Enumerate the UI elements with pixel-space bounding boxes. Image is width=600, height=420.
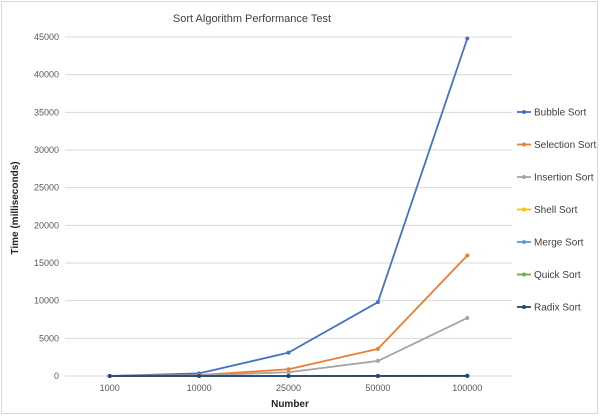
legend-label: Merge Sort xyxy=(534,238,584,249)
legend-marker xyxy=(522,110,526,114)
line-chart: Sort Algorithm Performance Test 0 5000 100… xyxy=(2,2,599,415)
legend-item: Shell Sort xyxy=(517,205,578,216)
y-tick-label: 45000 xyxy=(34,32,59,42)
y-tick-label: 30000 xyxy=(34,145,59,155)
y-tick-label: 40000 xyxy=(34,70,59,80)
legend-item: Radix Sort xyxy=(517,303,581,314)
x-axis-tick-labels: 1000 10000 25000 50000 100000 xyxy=(100,383,483,393)
legend-item: Bubble Sort xyxy=(517,108,586,119)
data-point xyxy=(465,374,469,378)
data-point xyxy=(287,374,291,378)
data-point xyxy=(376,359,380,363)
legend-marker xyxy=(522,208,526,212)
series-selection-sort xyxy=(108,253,470,378)
legend-item: Quick Sort xyxy=(517,270,581,281)
data-point xyxy=(376,300,380,304)
legend-label: Insertion Sort xyxy=(534,173,594,184)
legend-marker xyxy=(522,143,526,147)
x-tick-label: 10000 xyxy=(187,383,212,393)
legend-marker xyxy=(522,175,526,179)
y-axis-tick-labels: 0 5000 10000 15000 20000 25000 30000 35000 40000… xyxy=(34,32,59,381)
series-line xyxy=(110,255,468,376)
gridlines xyxy=(65,37,512,338)
legend-marker xyxy=(522,273,526,277)
x-axis-title: Number xyxy=(271,399,309,410)
series-lines xyxy=(108,37,470,378)
y-tick-label: 25000 xyxy=(34,183,59,193)
x-tick-label: 1000 xyxy=(100,383,120,393)
data-point xyxy=(465,316,469,320)
y-tick-label: 0 xyxy=(54,371,59,381)
data-point xyxy=(376,374,380,378)
y-tick-label: 15000 xyxy=(34,258,59,268)
legend-item: Insertion Sort xyxy=(517,173,594,184)
chart-area: Sort Algorithm Performance Test 0 5000 100… xyxy=(1,1,598,414)
legend-item: Selection Sort xyxy=(517,140,596,151)
data-point xyxy=(465,37,469,41)
legend-label: Quick Sort xyxy=(534,270,581,281)
series-bubble-sort xyxy=(108,37,470,378)
chart-title: Sort Algorithm Performance Test xyxy=(173,13,331,25)
x-tick-label: 50000 xyxy=(365,383,390,393)
data-point xyxy=(287,370,291,374)
legend-label: Radix Sort xyxy=(534,303,581,314)
legend-label: Selection Sort xyxy=(534,140,596,151)
legend-label: Bubble Sort xyxy=(534,108,586,119)
data-point xyxy=(108,374,112,378)
y-tick-label: 20000 xyxy=(34,220,59,230)
legend: Bubble Sort Selection Sort Insertion Sort S… xyxy=(517,108,596,314)
legend-marker xyxy=(522,305,526,309)
data-point xyxy=(197,374,201,378)
x-tick-label: 100000 xyxy=(452,383,482,393)
data-point xyxy=(465,253,469,257)
y-axis-title: Time (milliseconds) xyxy=(10,161,21,254)
y-tick-label: 35000 xyxy=(34,107,59,117)
series-line xyxy=(110,39,468,376)
y-tick-label: 10000 xyxy=(34,296,59,306)
y-tick-label: 5000 xyxy=(39,333,59,343)
legend-item: Merge Sort xyxy=(517,238,584,249)
x-tick-label: 25000 xyxy=(276,383,301,393)
data-point xyxy=(376,347,380,351)
legend-label: Shell Sort xyxy=(534,205,578,216)
data-point xyxy=(287,351,291,355)
legend-marker xyxy=(522,240,526,244)
